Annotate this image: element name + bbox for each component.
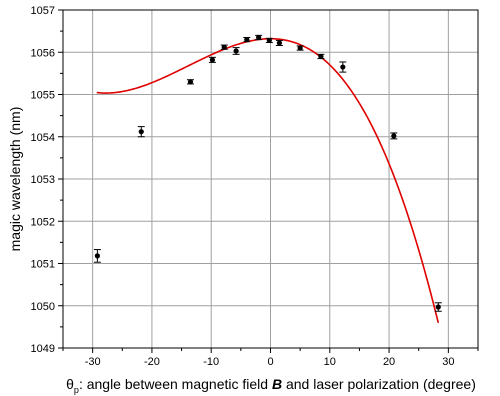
grid: [63, 9, 478, 349]
x-axis-label-text-2: and laser polarization (degree): [282, 376, 476, 392]
marker: [435, 304, 441, 310]
x-tick-label-2: -10: [203, 356, 219, 368]
data-point-11: [317, 53, 325, 60]
data-point-8: [265, 37, 273, 44]
y-tick-label-6: 1055: [31, 90, 55, 102]
x-tick-label-5: 20: [383, 356, 395, 368]
ticks: -30 -20 -10 0 10 20 30 1049 1050 1051 1052 1053 1054…: [31, 5, 479, 368]
marker: [266, 37, 272, 44]
y-tick-label-8: 1057: [31, 5, 55, 17]
y-tick-label-7: 1056: [31, 47, 55, 59]
marker: [244, 36, 250, 43]
marker: [256, 34, 262, 41]
data-point-1: [137, 126, 145, 138]
data-point-14: [434, 302, 442, 312]
x-tick-label-1: -20: [144, 356, 160, 368]
y-tick-label-4: 1053: [31, 174, 55, 186]
marker: [138, 129, 144, 135]
x-tick-label-4: 10: [324, 356, 336, 368]
y-tick-label-1: 1050: [31, 301, 55, 313]
marker: [340, 64, 346, 70]
marker: [318, 53, 324, 60]
data-point-9: [275, 39, 283, 46]
data-point-10: [296, 45, 304, 51]
marker: [391, 133, 397, 139]
marker: [297, 45, 303, 51]
x-axis-label-subscript: p: [74, 385, 79, 395]
marker: [221, 44, 227, 50]
y-tick-label-5: 1054: [31, 132, 55, 144]
marker: [187, 79, 194, 85]
x-axis-label: θp: angle between magnetic field B and l…: [66, 376, 476, 395]
data-point-2: [186, 79, 194, 85]
y-tick-label-0: 1049: [31, 343, 55, 355]
data-point-7: [255, 34, 263, 41]
marker: [94, 253, 100, 259]
marker: [276, 40, 282, 46]
y-tick-label-2: 1051: [31, 259, 55, 271]
data-point-12: [339, 61, 347, 73]
data-point-13: [390, 132, 398, 140]
x-axis-label-bold: B: [272, 376, 282, 392]
x-tick-label-0: -30: [85, 356, 101, 368]
data-point-4: [220, 44, 228, 50]
x-axis-label-symbol: θ: [66, 376, 74, 392]
x-axis-label-text-1: : angle between magnetic field: [79, 376, 272, 392]
x-tick-label-3: 0: [267, 356, 273, 368]
data-point-0: [93, 249, 101, 263]
data-point-5: [232, 47, 240, 55]
marker: [233, 48, 239, 54]
data-point-3: [208, 56, 216, 63]
data-points: [93, 34, 442, 312]
y-axis-label: magic wavelength (nm): [7, 107, 23, 252]
x-tick-label-6: 30: [442, 356, 454, 368]
marker: [209, 57, 215, 63]
y-tick-label-3: 1052: [31, 216, 55, 228]
data-point-6: [243, 36, 251, 43]
